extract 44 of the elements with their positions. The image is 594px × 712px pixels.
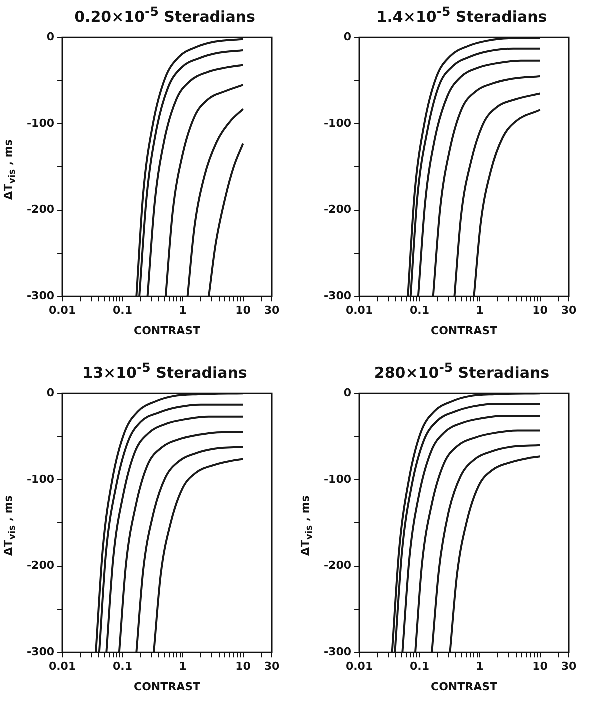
x-tick-label: 10 bbox=[236, 304, 252, 318]
x-tick-label: 10 bbox=[532, 660, 548, 674]
y-tick-label: 0 bbox=[46, 386, 55, 400]
x-tick-label: 10 bbox=[532, 304, 548, 318]
y-tick-label: 0 bbox=[344, 30, 352, 44]
y-tick-label: -200 bbox=[26, 203, 55, 216]
x-tick-label: 30 bbox=[561, 660, 577, 674]
x-tick-label: 30 bbox=[561, 304, 577, 318]
y-tick-label: 0 bbox=[344, 386, 352, 400]
y-tick-label: -300 bbox=[26, 289, 55, 302]
x-axis-title: CONTRAST bbox=[430, 324, 498, 338]
y-tick-label: -100 bbox=[26, 472, 55, 486]
x-tick-label: 0.1 bbox=[113, 304, 133, 318]
y-tick-label: -300 bbox=[324, 645, 352, 658]
x-tick-label: 10 bbox=[236, 660, 252, 674]
x-tick-label: 1 bbox=[179, 304, 187, 318]
chart-title: 0.20×10$^{-5}$ Steradians bbox=[74, 4, 256, 26]
y-tick-label: -100 bbox=[26, 116, 55, 130]
x-tick-label: 1 bbox=[476, 660, 484, 674]
x-tick-label: 30 bbox=[264, 660, 280, 674]
x-tick-label: 0.1 bbox=[410, 660, 430, 674]
y-tick-label: -100 bbox=[324, 472, 352, 486]
x-tick-label: 0.1 bbox=[410, 304, 430, 318]
x-tick-label: 1 bbox=[476, 304, 484, 318]
y-tick-label: -200 bbox=[324, 559, 352, 572]
chart-title: 280×10$^{-5}$ Steradians bbox=[373, 360, 551, 382]
y-tick-label: -300 bbox=[26, 645, 55, 658]
x-tick-label: 30 bbox=[264, 304, 280, 318]
y-tick-label: -300 bbox=[324, 289, 352, 302]
x-tick-label: 1 bbox=[179, 660, 187, 674]
x-tick-label: 0.01 bbox=[346, 660, 374, 674]
y-tick-label: -100 bbox=[324, 116, 352, 130]
y-tick-label: -200 bbox=[324, 203, 352, 216]
x-tick-label: 0.01 bbox=[48, 660, 76, 674]
y-tick-label: -200 bbox=[26, 559, 55, 572]
x-tick-label: 0.01 bbox=[48, 304, 76, 318]
x-axis-title: CONTRAST bbox=[430, 680, 498, 694]
x-tick-label: 0.1 bbox=[113, 660, 133, 674]
chart-title: 1.4×10$^{-5}$ Steradians bbox=[376, 4, 548, 26]
x-tick-label: 0.01 bbox=[346, 304, 374, 318]
x-axis-title: CONTRAST bbox=[134, 680, 202, 694]
y-tick-label: 0 bbox=[46, 30, 55, 44]
x-axis-title: CONTRAST bbox=[134, 324, 202, 338]
chart-title: 13×10$^{-5}$ Steradians bbox=[82, 360, 248, 382]
